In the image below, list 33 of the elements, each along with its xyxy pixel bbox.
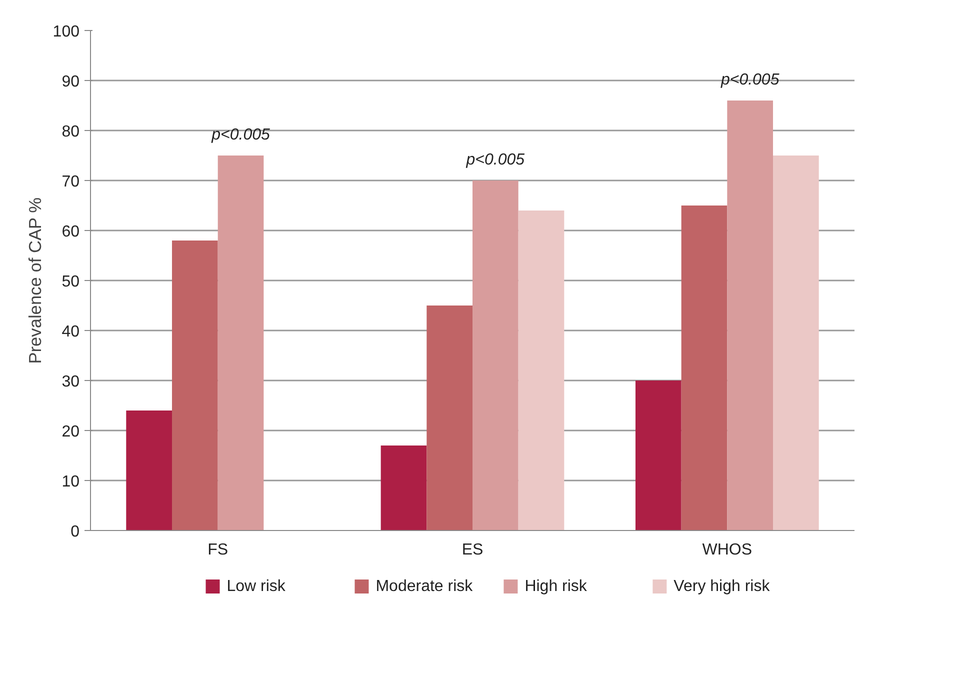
x-tick-label: WHOS xyxy=(702,542,752,558)
legend-label: High risk xyxy=(524,578,588,595)
y-tick-label: 90 xyxy=(62,74,80,90)
bar xyxy=(773,156,819,530)
y-tick-label: 80 xyxy=(62,124,80,140)
annotation: p<0.005 xyxy=(720,72,780,88)
legend-label: Moderate risk xyxy=(376,578,474,595)
y-tick-label: 0 xyxy=(70,524,80,540)
bar xyxy=(426,306,472,530)
bar xyxy=(172,240,218,530)
bar xyxy=(635,380,682,530)
y-tick-label: 70 xyxy=(62,174,80,190)
bar xyxy=(472,180,518,530)
y-tick-label: 10 xyxy=(62,474,80,490)
bar xyxy=(681,206,728,530)
bar xyxy=(380,446,427,530)
y-tick-label: 100 xyxy=(52,24,80,40)
legend-label: Low risk xyxy=(226,578,286,595)
bar xyxy=(126,410,172,530)
y-axis-title: Prevalence of CAP % xyxy=(24,198,45,364)
y-tick-label: 60 xyxy=(62,224,80,240)
x-tick-label: ES xyxy=(462,542,484,558)
bar xyxy=(518,210,564,530)
bar xyxy=(218,156,264,530)
annotation: p<0.005 xyxy=(210,126,270,144)
annotation: p<0.005 xyxy=(465,152,525,168)
y-tick-label: 40 xyxy=(62,324,80,340)
y-tick-label: 50 xyxy=(62,274,80,290)
bar xyxy=(727,100,774,530)
y-tick-label: 30 xyxy=(62,374,80,390)
legend-label: Very high risk xyxy=(674,578,771,595)
x-tick-label: FS xyxy=(208,542,228,558)
y-tick-label: 20 xyxy=(62,424,80,440)
